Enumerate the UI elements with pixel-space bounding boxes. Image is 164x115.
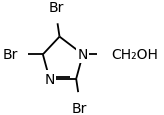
- Text: N: N: [78, 48, 88, 62]
- Text: CH₂OH: CH₂OH: [112, 48, 159, 62]
- Text: Br: Br: [72, 101, 87, 115]
- Text: Br: Br: [49, 1, 64, 15]
- Text: Br: Br: [3, 48, 18, 62]
- Text: N: N: [44, 72, 55, 86]
